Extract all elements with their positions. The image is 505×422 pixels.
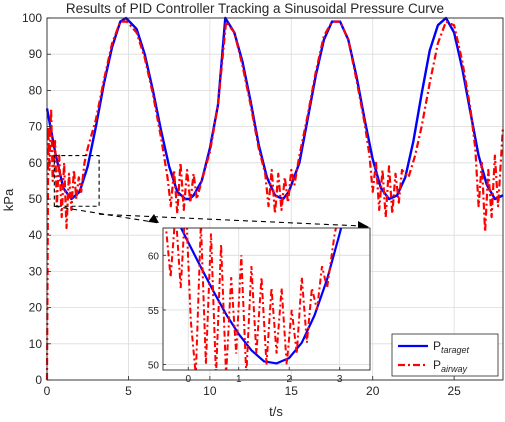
inset-airway-line [165, 228, 337, 370]
x-tick-label: 20 [366, 384, 380, 398]
x-tick-label: 15 [285, 384, 299, 398]
legend-label-0: Ptaraget [433, 339, 470, 355]
y-tick-label: 80 [29, 83, 43, 97]
x-tick-label: 10 [203, 384, 217, 398]
y-tick-label: 50 [29, 192, 43, 206]
inset-series [165, 228, 343, 370]
chart-title: Results of PID Controller Tracking a Sin… [66, 1, 444, 16]
legend-label-1: Pairway [433, 358, 468, 374]
y-tick-label: 30 [29, 264, 43, 278]
y-tick-label: 10 [29, 337, 43, 351]
x-tick-label: 25 [447, 384, 461, 398]
inset-y-tick-label: 50 [148, 361, 160, 372]
inset-y-tick-label: 55 [148, 306, 160, 317]
y-tick-label: 60 [29, 156, 43, 170]
inset-x-tick-label: 3 [337, 374, 343, 385]
x-axis-label: t/s [269, 404, 283, 419]
y-tick-label: 100 [22, 11, 42, 25]
series-line-0 [45, 16, 504, 201]
x-tick-label: 0 [44, 384, 51, 398]
legend-subscript-1: airway [441, 364, 468, 374]
inset-plot: 0 1 2 3 50 55 60 [148, 227, 371, 385]
y-tick-label: 90 [29, 47, 43, 61]
legend-subscript-0: taraget [441, 345, 470, 355]
inset-area [163, 228, 370, 370]
inset-x-tick-label: 2 [286, 374, 292, 385]
y-tick-label: 0 [35, 373, 42, 387]
zoom-box [53, 155, 100, 207]
zoom-arrow-right [99, 213, 363, 227]
legend-box [391, 333, 499, 377]
inset-y-tick-label: 60 [148, 251, 160, 262]
legend-main-1: P [433, 358, 441, 372]
inset-target-line [179, 228, 343, 365]
y-tick-label: 70 [29, 120, 43, 134]
series-line-1 [45, 20, 505, 381]
main-series [45, 16, 505, 381]
inset-x-tick-label: 1 [236, 374, 242, 385]
y-axis-label: kPa [1, 188, 16, 211]
inset-x-tick-label: 0 [185, 374, 191, 385]
plot-frame [46, 17, 504, 381]
y-tick-label: 20 [29, 301, 43, 315]
inset-frame [162, 227, 371, 371]
y-tick-label: 40 [29, 228, 43, 242]
arrowhead-left [148, 214, 159, 223]
legend-main-0: P [433, 339, 441, 353]
x-tick-label: 5 [125, 384, 132, 398]
